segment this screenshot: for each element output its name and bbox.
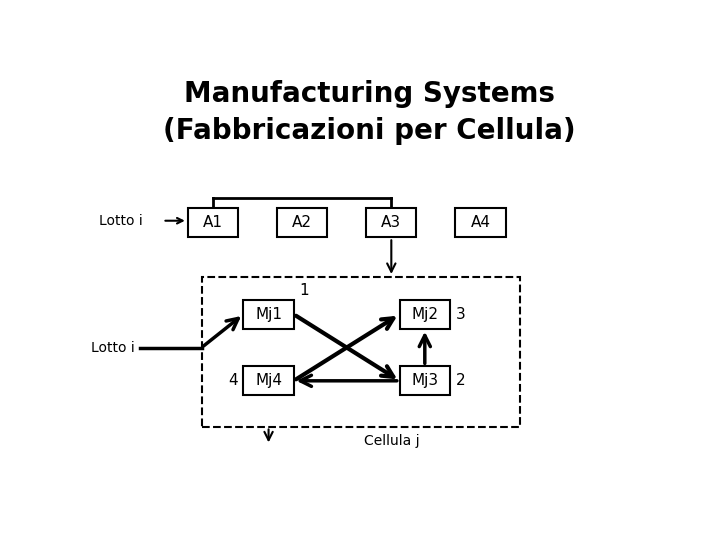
- Text: (Fabbricazioni per Cellula): (Fabbricazioni per Cellula): [163, 117, 575, 145]
- Text: Manufacturing Systems: Manufacturing Systems: [184, 80, 554, 108]
- Text: 4: 4: [228, 373, 238, 388]
- Text: Mj2: Mj2: [411, 307, 438, 322]
- FancyBboxPatch shape: [243, 366, 294, 395]
- Text: Cellula j: Cellula j: [364, 434, 419, 448]
- FancyBboxPatch shape: [456, 208, 505, 238]
- Text: A4: A4: [471, 215, 490, 230]
- FancyBboxPatch shape: [366, 208, 416, 238]
- FancyBboxPatch shape: [243, 300, 294, 329]
- Text: A1: A1: [203, 215, 222, 230]
- Bar: [202, 277, 520, 427]
- Text: A3: A3: [382, 215, 401, 230]
- FancyBboxPatch shape: [400, 300, 450, 329]
- Text: 3: 3: [456, 307, 465, 322]
- Text: Lotto i: Lotto i: [99, 214, 143, 228]
- Text: Mj4: Mj4: [255, 373, 282, 388]
- Text: A2: A2: [292, 215, 312, 230]
- Text: Mj1: Mj1: [255, 307, 282, 322]
- Text: 1: 1: [300, 282, 309, 298]
- Text: Mj3: Mj3: [411, 373, 438, 388]
- FancyBboxPatch shape: [277, 208, 327, 238]
- Text: 2: 2: [456, 373, 465, 388]
- FancyBboxPatch shape: [188, 208, 238, 238]
- FancyBboxPatch shape: [400, 366, 450, 395]
- Text: Lotto i: Lotto i: [91, 341, 135, 355]
